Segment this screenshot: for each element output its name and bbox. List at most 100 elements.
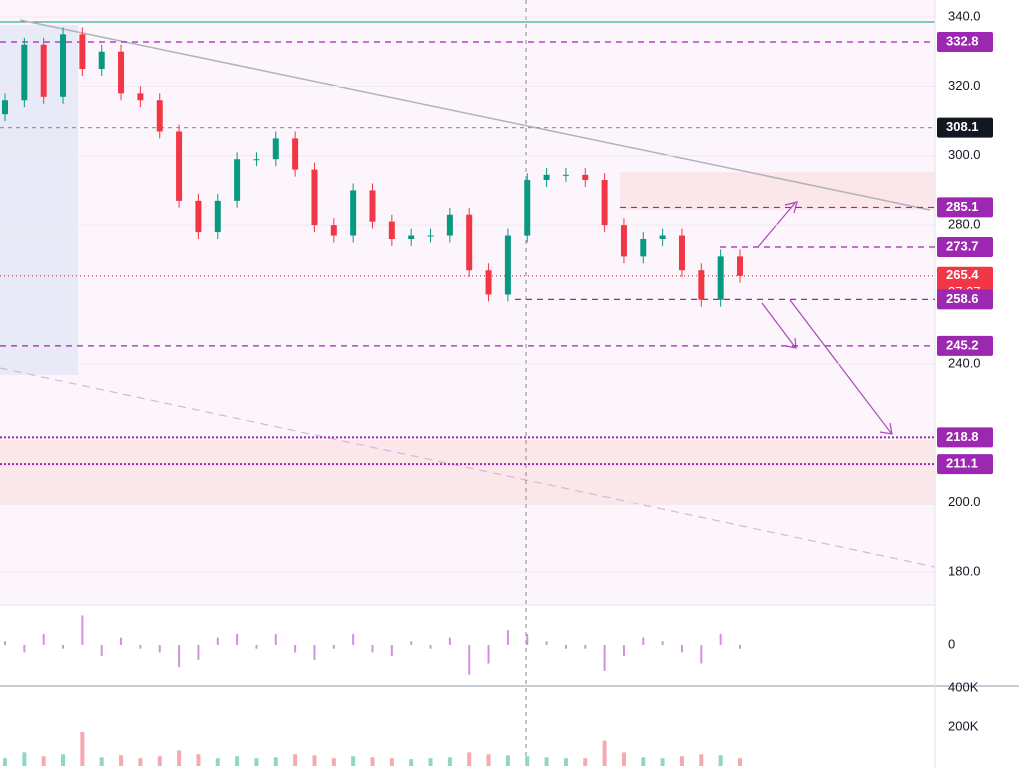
volume-bar xyxy=(544,757,549,766)
volume-bar xyxy=(563,758,568,766)
candle-body xyxy=(466,214,473,271)
volume-bar xyxy=(409,759,414,766)
candle-body xyxy=(137,93,144,101)
candle-body xyxy=(118,51,125,94)
volume-bar xyxy=(738,758,742,766)
price-label-box xyxy=(937,197,993,218)
volume-bar xyxy=(215,758,220,766)
volume-bar xyxy=(177,750,182,766)
volume-bar xyxy=(80,731,85,766)
candle-body xyxy=(640,239,647,257)
candle-body xyxy=(195,200,202,233)
volume-bar xyxy=(61,754,66,766)
volume-bar xyxy=(254,758,259,766)
volume-bar xyxy=(525,756,530,766)
candle-body xyxy=(504,235,511,295)
volume-bar xyxy=(293,754,298,766)
candle-body xyxy=(79,34,86,70)
zone-box xyxy=(0,440,935,505)
volume-tick-label: 200K xyxy=(948,718,979,733)
price-label-box xyxy=(937,31,993,52)
candle-body xyxy=(408,235,415,239)
price-label-box xyxy=(937,427,993,448)
volume-bar xyxy=(389,758,394,766)
y-tick-label: 340.0 xyxy=(948,8,981,23)
y-tick-label: 320.0 xyxy=(948,78,981,93)
candle-body xyxy=(176,131,183,201)
volume-bar xyxy=(331,758,336,766)
volume-bar xyxy=(447,757,452,766)
candle-body xyxy=(60,34,67,97)
volume-bar xyxy=(312,755,317,766)
candle-body xyxy=(601,180,608,226)
y-tick-label: 200.0 xyxy=(948,494,981,509)
volume-bar xyxy=(351,756,356,766)
price-label: 258.6 xyxy=(946,291,979,306)
candle-body xyxy=(2,100,8,115)
candle-body xyxy=(350,190,357,236)
volume-bar xyxy=(22,752,27,766)
price-label: 245.2 xyxy=(946,337,979,352)
price-label: 273.7 xyxy=(946,238,979,253)
price-label: 218.8 xyxy=(946,429,979,444)
price-label-box xyxy=(937,117,993,138)
price-label-box xyxy=(937,236,993,257)
candle-body xyxy=(369,190,376,222)
volume-bar xyxy=(370,757,375,766)
volume-bar xyxy=(138,758,143,766)
candle-body xyxy=(562,174,569,176)
price-label: 285.1 xyxy=(946,199,979,214)
candle-body xyxy=(156,100,163,132)
candle-body xyxy=(717,256,724,300)
price-label-box xyxy=(937,335,993,356)
volume-bar xyxy=(273,757,278,766)
trend-line xyxy=(19,19,931,211)
candle-body xyxy=(40,44,47,97)
volume-bar xyxy=(467,752,472,766)
candle-body xyxy=(388,221,395,239)
candle-body xyxy=(292,138,299,170)
volume-bar xyxy=(235,756,240,766)
y-tick-label: 180.0 xyxy=(948,563,981,578)
volume-bar xyxy=(602,740,607,766)
volume-bar xyxy=(583,758,588,766)
candle-body xyxy=(21,44,28,101)
arrow xyxy=(789,299,893,435)
volume-bar xyxy=(621,752,626,766)
volume-tick-label: 400K xyxy=(948,679,979,694)
candle-body xyxy=(524,180,531,236)
volume-bar xyxy=(3,758,7,766)
volume-bar xyxy=(486,754,491,766)
y-tick-label: 280.0 xyxy=(948,217,981,232)
candle-body xyxy=(678,235,685,271)
candle-body xyxy=(427,235,434,237)
y-tick-label: 240.0 xyxy=(948,355,981,370)
price-label: 332.8 xyxy=(946,33,979,48)
price-label: 265.4 xyxy=(946,267,979,282)
volume-bar xyxy=(718,755,723,766)
candle-body xyxy=(446,214,453,236)
osc-tick-label: 0 xyxy=(948,636,955,651)
candle-body xyxy=(659,235,666,239)
candle-body xyxy=(311,169,318,226)
candle-body xyxy=(253,159,260,161)
volume-bar xyxy=(196,754,201,766)
volume-bar xyxy=(41,756,46,766)
y-tick-label: 300.0 xyxy=(948,147,981,162)
price-label: 211.1 xyxy=(946,456,978,471)
trend-line xyxy=(0,367,936,568)
volume-bar xyxy=(99,757,104,766)
volume-bar xyxy=(660,758,665,766)
candle-body xyxy=(737,256,743,276)
candle-body xyxy=(330,225,337,236)
price-label: 308.1 xyxy=(946,119,979,134)
candle-body xyxy=(234,159,241,201)
price-label-box xyxy=(937,289,993,310)
volume-bar xyxy=(699,754,704,766)
volume-bar xyxy=(119,755,124,766)
zone-box xyxy=(0,25,78,375)
candle-body xyxy=(543,174,550,181)
candle-body xyxy=(582,174,589,181)
volume-bar xyxy=(505,755,510,766)
